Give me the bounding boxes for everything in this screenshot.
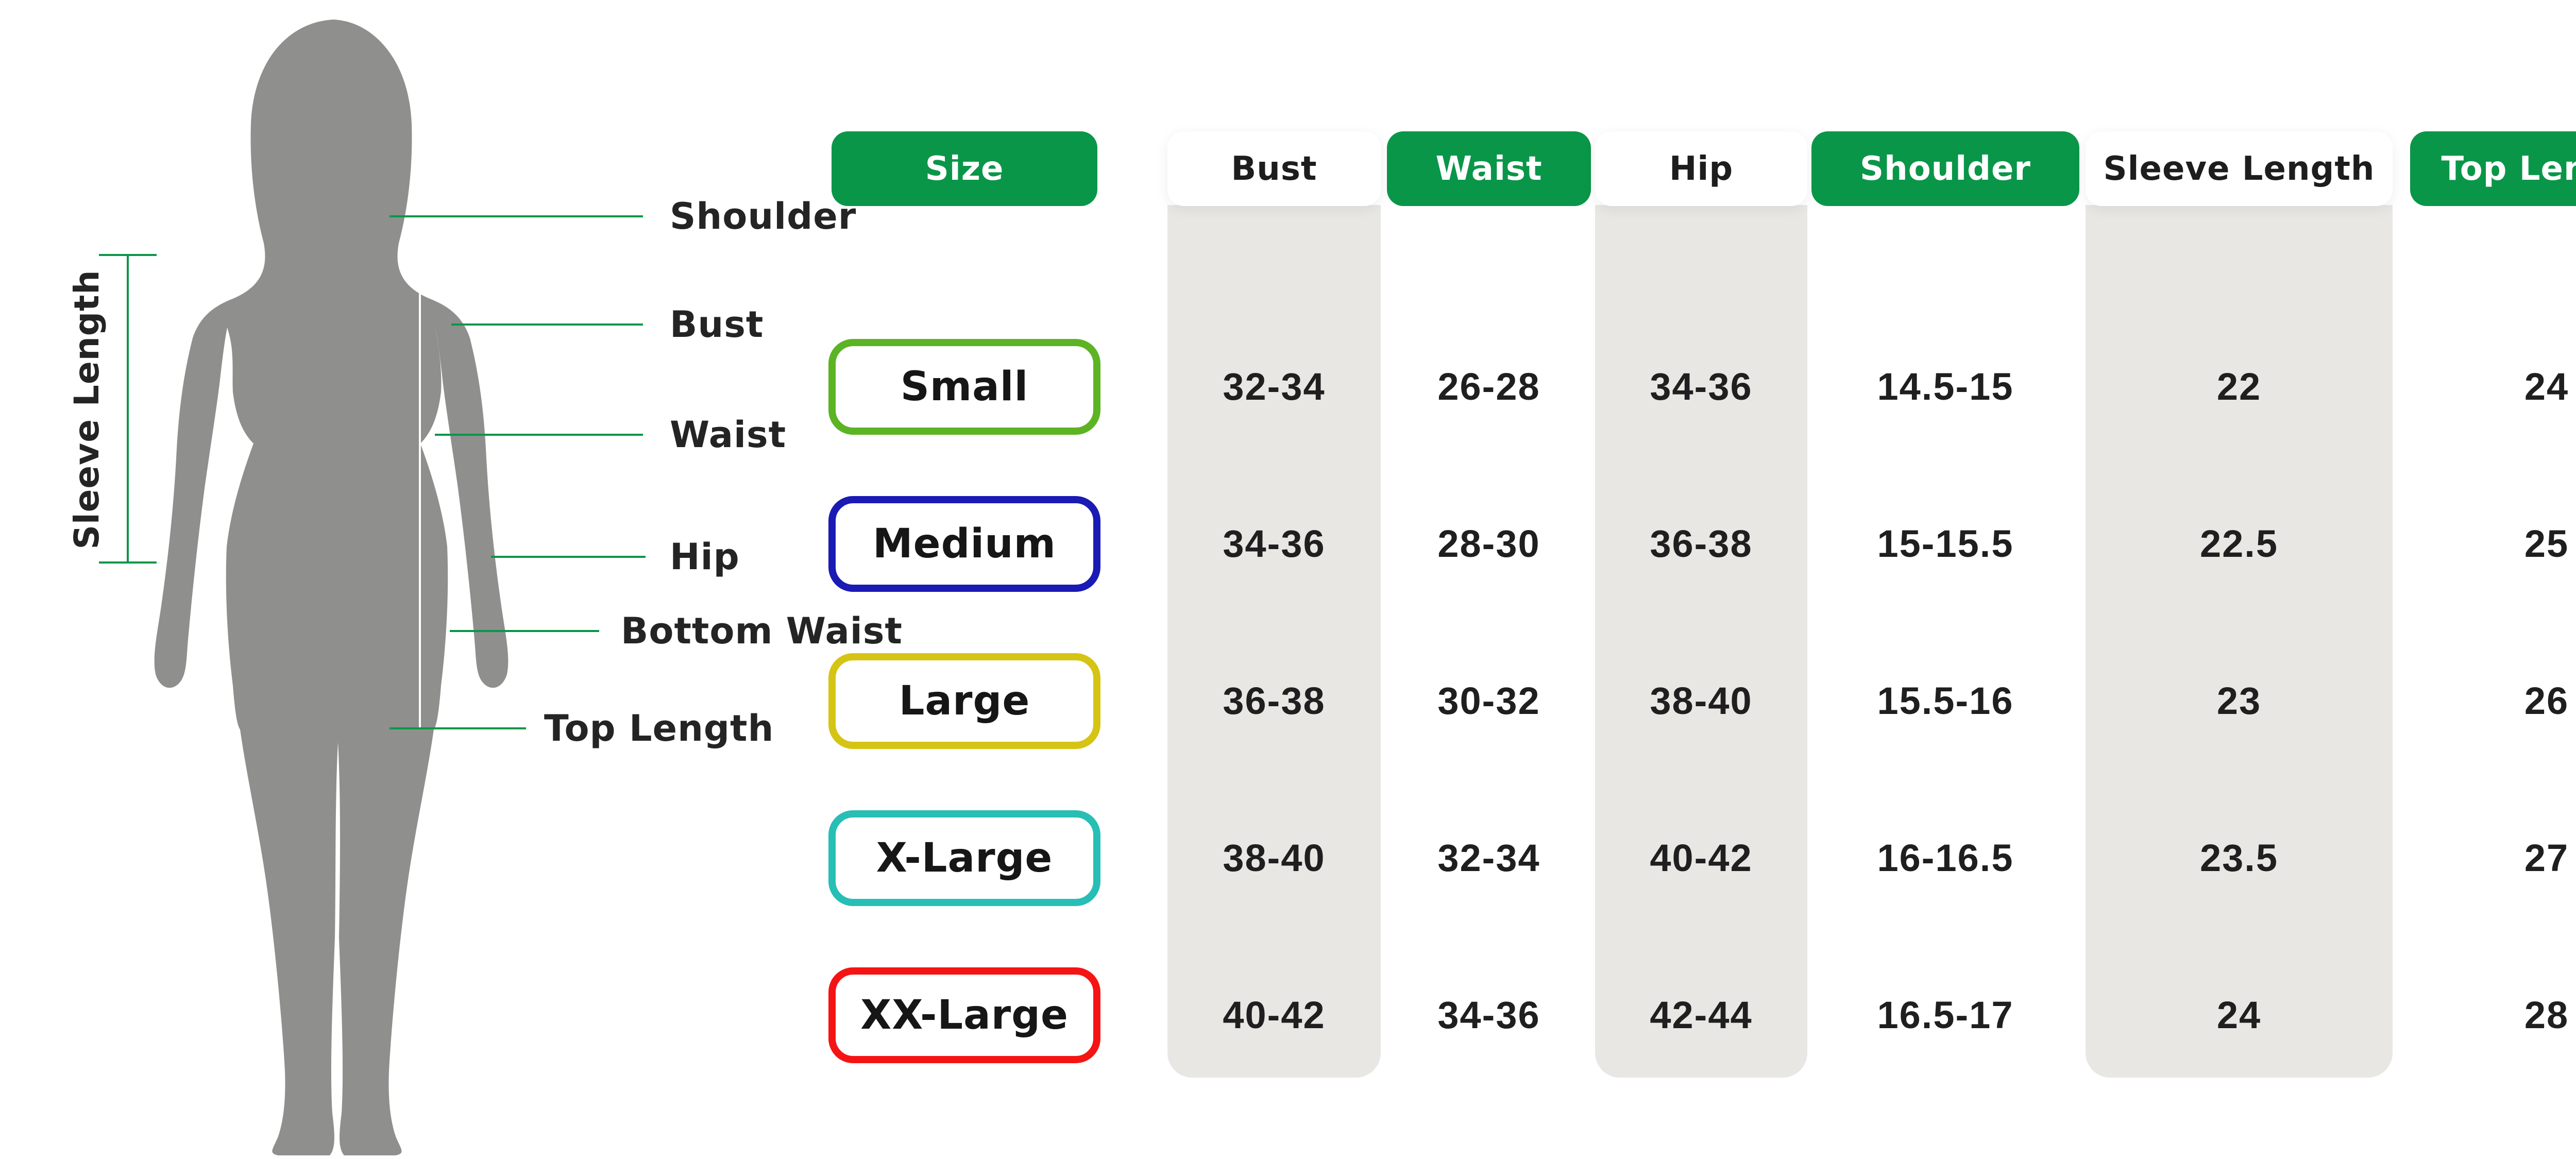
column-header-size: Size xyxy=(832,131,1097,206)
waist-pointer-line xyxy=(435,434,643,436)
cell-xx-large-waist: 34-36 xyxy=(1437,993,1540,1036)
column-header-bust: Bust xyxy=(1167,131,1381,206)
cell-large-bust: 36-38 xyxy=(1223,679,1326,722)
size-button-small[interactable]: Small xyxy=(828,339,1100,435)
cell-large-sleeve-length: 23 xyxy=(2216,679,2262,722)
top-length-pointer-line xyxy=(389,727,526,729)
cell-x-large-hip: 40-42 xyxy=(1650,836,1753,879)
body-shape xyxy=(154,20,509,1155)
cell-large-shoulder: 15.5-16 xyxy=(1877,679,2014,722)
size-button-medium[interactable]: Medium xyxy=(828,496,1100,592)
body-center-guide-line xyxy=(419,216,421,729)
cell-small-shoulder: 14.5-15 xyxy=(1877,365,2014,408)
bust-pointer-line xyxy=(451,323,643,326)
cell-x-large-shoulder: 16-16.5 xyxy=(1877,836,2014,879)
sleeve-length-top-tick xyxy=(99,254,157,256)
column-header-top-length: Top Length xyxy=(2410,131,2576,206)
bottom-waist-pointer-line xyxy=(450,630,599,632)
cell-medium-hip: 36-38 xyxy=(1650,522,1753,565)
bust-column-shade xyxy=(1167,205,1381,1078)
shoulder-label: Shoulder xyxy=(670,195,857,237)
cell-large-waist: 30-32 xyxy=(1437,679,1540,722)
cell-xx-large-bust: 40-42 xyxy=(1223,993,1326,1036)
cell-xx-large-top-length: 28 xyxy=(2524,993,2569,1036)
sleeve-length-column-shade xyxy=(2086,205,2393,1078)
cell-small-bust: 32-34 xyxy=(1223,365,1326,408)
sleeve-length-bottom-tick xyxy=(99,561,157,564)
sleeve-length-measure-line xyxy=(127,255,129,563)
cell-medium-sleeve-length: 22.5 xyxy=(2199,522,2279,565)
size-button-large[interactable]: Large xyxy=(828,653,1100,749)
column-header-shoulder: Shoulder xyxy=(1811,131,2079,206)
cell-small-sleeve-length: 22 xyxy=(2216,365,2262,408)
hip-pointer-line xyxy=(491,556,646,558)
size-button-x-large[interactable]: X-Large xyxy=(828,810,1100,906)
cell-xx-large-shoulder: 16.5-17 xyxy=(1877,993,2014,1036)
cell-small-top-length: 24 xyxy=(2524,365,2569,408)
size-button-xx-large[interactable]: XX-Large xyxy=(828,967,1100,1063)
hip-column-shade xyxy=(1595,205,1807,1078)
cell-x-large-top-length: 27 xyxy=(2524,836,2569,879)
cell-x-large-sleeve-length: 23.5 xyxy=(2199,836,2279,879)
shoulder-pointer-line xyxy=(389,215,643,217)
column-header-hip: Hip xyxy=(1595,131,1807,206)
column-header-waist: Waist xyxy=(1387,131,1591,206)
cell-large-top-length: 26 xyxy=(2524,679,2569,722)
cell-medium-top-length: 25 xyxy=(2524,522,2569,565)
cell-xx-large-sleeve-length: 24 xyxy=(2216,993,2262,1036)
column-header-sleeve-length: Sleeve Length xyxy=(2086,131,2393,206)
hip-label: Hip xyxy=(670,536,740,578)
sleeve-length-label: Sleeve Length xyxy=(66,269,107,550)
bottom-waist-label: Bottom Waist xyxy=(621,610,903,652)
bust-label: Bust xyxy=(670,303,764,346)
cell-x-large-waist: 32-34 xyxy=(1437,836,1540,879)
cell-medium-bust: 34-36 xyxy=(1223,522,1326,565)
top-length-label: Top Length xyxy=(544,707,774,749)
cell-x-large-bust: 38-40 xyxy=(1223,836,1326,879)
cell-large-hip: 38-40 xyxy=(1650,679,1753,722)
cell-small-waist: 26-28 xyxy=(1437,365,1540,408)
cell-medium-waist: 28-30 xyxy=(1437,522,1540,565)
waist-label: Waist xyxy=(670,414,787,456)
cell-medium-shoulder: 15-15.5 xyxy=(1877,522,2014,565)
cell-xx-large-hip: 42-44 xyxy=(1650,993,1753,1036)
cell-small-hip: 34-36 xyxy=(1650,365,1753,408)
